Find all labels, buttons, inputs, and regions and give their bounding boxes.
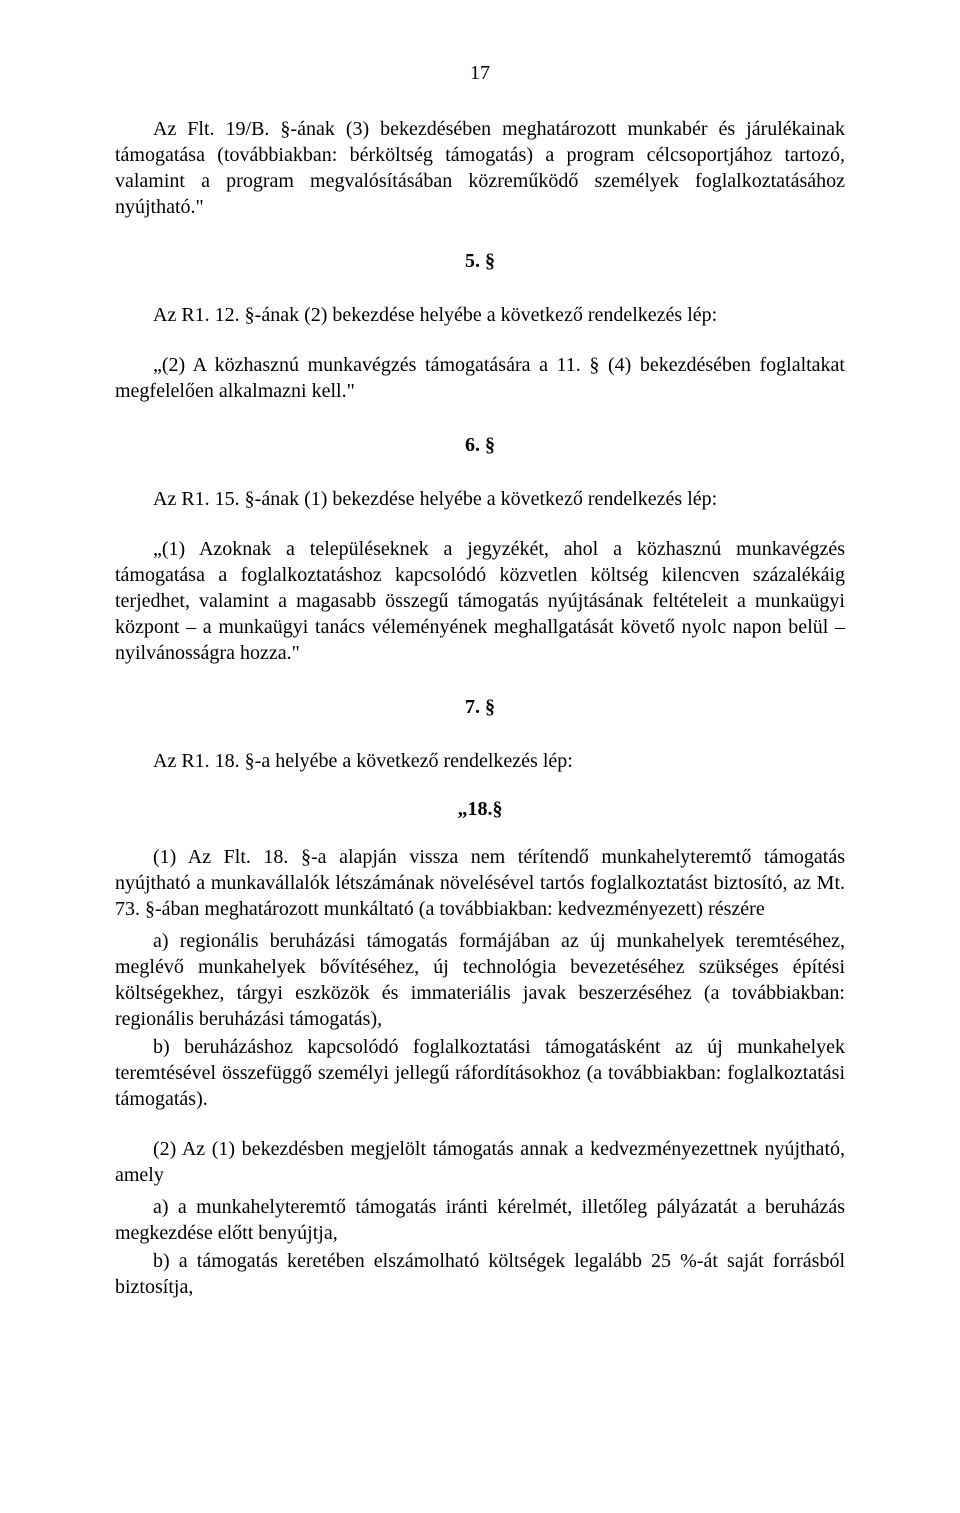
paragraph: Az R1. 12. §-ának (2) bekezdése helyébe … <box>115 302 845 328</box>
paragraph-sub-b: b) beruházáshoz kapcsolódó foglalkoztatá… <box>115 1034 845 1112</box>
paragraph: Az R1. 18. §-a helyébe a következő rende… <box>115 748 845 774</box>
section-heading-6: 6. § <box>115 432 845 458</box>
paragraph: Az Flt. 19/B. §-ának (3) bekezdésében me… <box>115 116 845 220</box>
section-heading-7: 7. § <box>115 694 845 720</box>
paragraph-sub-b: b) a támogatás keretében elszámolható kö… <box>115 1248 845 1300</box>
paragraph: Az R1. 15. §-ának (1) bekezdése helyébe … <box>115 486 845 512</box>
document-page: 17 Az Flt. 19/B. §-ának (3) bekezdésében… <box>0 0 960 1513</box>
paragraph-sub-a: a) a munkahelyteremtő támogatás iránti k… <box>115 1194 845 1246</box>
paragraph: (2) Az (1) bekezdésben megjelölt támogat… <box>115 1136 845 1188</box>
paragraph-sub-a: a) regionális beruházási támogatás formá… <box>115 928 845 1032</box>
paragraph: „(2) A közhasznú munkavégzés támogatásár… <box>115 352 845 404</box>
paragraph: (1) Az Flt. 18. §-a alapján vissza nem t… <box>115 844 845 922</box>
quoted-section-heading-18: „18.§ <box>115 796 845 822</box>
section-heading-5: 5. § <box>115 248 845 274</box>
page-number: 17 <box>115 60 845 86</box>
paragraph: „(1) Azoknak a településeknek a jegyzéké… <box>115 536 845 666</box>
